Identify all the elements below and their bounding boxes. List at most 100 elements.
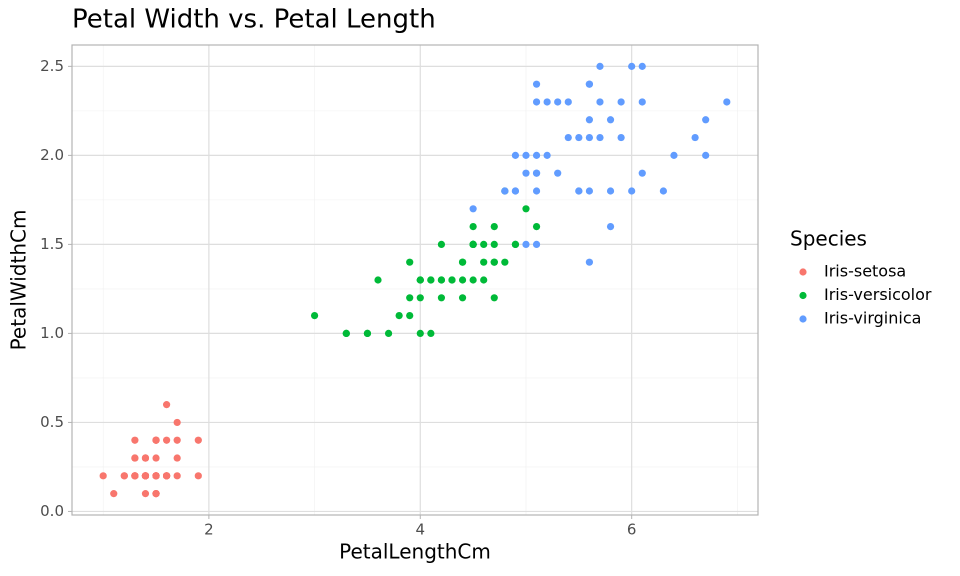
point	[416, 276, 424, 284]
point	[448, 276, 456, 284]
point	[152, 454, 160, 462]
point	[194, 472, 202, 480]
point	[501, 258, 509, 266]
x-tick-label: 4	[416, 521, 426, 539]
legend-marker	[799, 315, 807, 323]
point	[522, 205, 530, 213]
point	[141, 454, 150, 462]
point	[152, 490, 160, 498]
point	[638, 98, 646, 106]
point	[406, 258, 414, 266]
point	[511, 187, 520, 195]
point	[458, 276, 467, 284]
point	[363, 329, 372, 338]
point	[469, 240, 477, 248]
point	[141, 490, 150, 498]
point	[131, 472, 139, 480]
point	[458, 258, 467, 266]
point	[310, 312, 319, 320]
legend-label: Iris-versicolor	[824, 285, 932, 304]
point	[691, 133, 699, 142]
point	[532, 151, 541, 159]
point	[522, 240, 530, 248]
y-tick-label: 2.5	[40, 57, 64, 75]
point	[638, 169, 646, 177]
point	[427, 329, 435, 338]
point	[702, 116, 710, 124]
point	[532, 98, 541, 106]
point	[554, 98, 562, 106]
point	[532, 80, 541, 88]
point	[606, 116, 615, 124]
point	[342, 329, 350, 338]
y-tick-label: 0.5	[40, 413, 64, 431]
point	[543, 151, 551, 159]
point	[564, 98, 572, 106]
point	[511, 240, 520, 248]
point	[585, 116, 594, 124]
point	[596, 98, 604, 106]
y-tick-label: 0.0	[40, 502, 64, 520]
point	[152, 472, 160, 480]
point	[480, 258, 488, 266]
point	[469, 205, 477, 213]
point	[628, 62, 636, 70]
point	[437, 294, 446, 302]
point	[131, 454, 139, 462]
point	[585, 258, 594, 266]
point	[585, 133, 594, 142]
x-axis-title: PetalLengthCm	[339, 540, 491, 564]
point	[99, 472, 107, 480]
point	[564, 133, 572, 142]
point	[532, 187, 541, 195]
point	[131, 436, 139, 444]
point	[723, 98, 731, 106]
point	[596, 133, 604, 142]
point	[702, 151, 710, 159]
y-tick-label: 1.5	[40, 235, 64, 253]
point	[437, 276, 446, 284]
point	[110, 490, 118, 498]
y-tick-label: 2.0	[40, 146, 64, 164]
point	[575, 187, 583, 195]
point	[469, 222, 477, 231]
y-tick-label: 1.0	[40, 324, 64, 342]
point	[469, 276, 477, 284]
point	[173, 418, 181, 427]
point	[490, 294, 498, 302]
point	[617, 98, 625, 106]
point	[617, 133, 625, 142]
point	[458, 294, 467, 302]
point	[374, 276, 382, 284]
point	[490, 222, 498, 231]
point	[522, 151, 530, 159]
point	[532, 169, 541, 177]
point	[511, 151, 520, 159]
point	[120, 472, 128, 480]
legend-marker	[799, 291, 807, 300]
point	[480, 276, 488, 284]
panel-border	[71, 44, 759, 516]
point	[532, 240, 541, 248]
point	[659, 187, 667, 195]
point	[585, 187, 594, 195]
point	[585, 80, 594, 88]
point	[670, 151, 678, 159]
point	[596, 62, 604, 70]
point	[416, 294, 424, 302]
point	[141, 472, 150, 480]
point	[490, 240, 498, 248]
point	[575, 133, 583, 142]
point	[628, 187, 636, 195]
legend-label: Iris-virginica	[824, 309, 921, 328]
point	[543, 98, 551, 106]
legend-label: Iris-setosa	[824, 262, 906, 281]
point	[152, 436, 160, 444]
point	[173, 472, 181, 480]
point	[522, 169, 530, 177]
point	[406, 312, 414, 320]
point	[490, 258, 498, 266]
point	[395, 312, 403, 320]
